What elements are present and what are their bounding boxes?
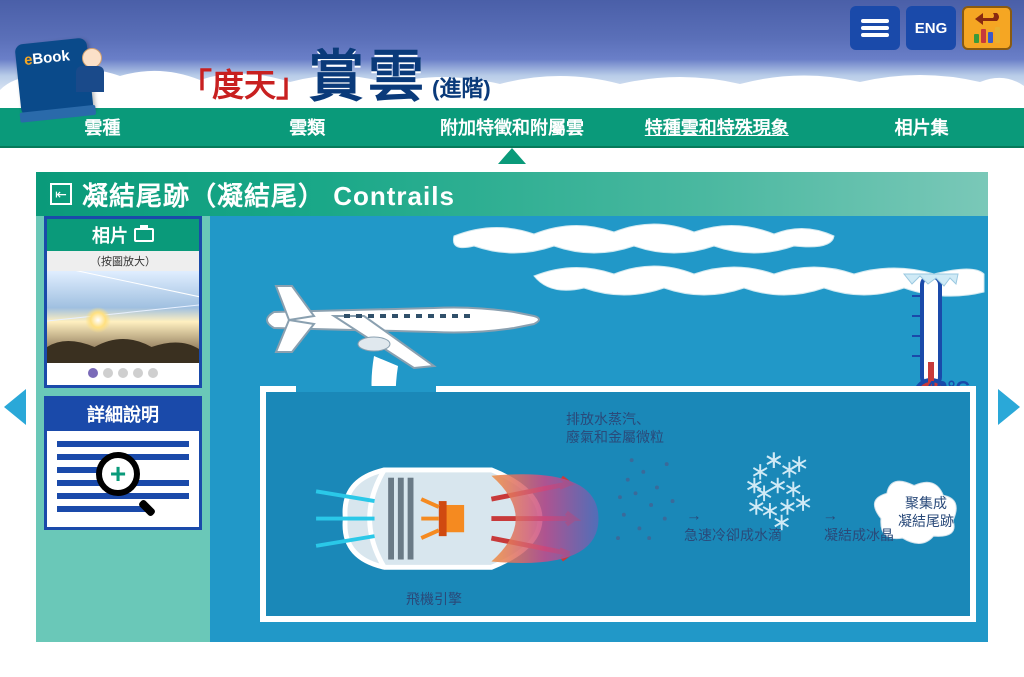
camera-icon bbox=[134, 228, 154, 242]
zoom-hint: （按圖放大） bbox=[47, 251, 199, 271]
detail-panel: 詳細說明 + bbox=[44, 396, 202, 530]
label-engine: 飛機引擎 bbox=[406, 590, 462, 608]
top-controls: ENG bbox=[850, 6, 1012, 50]
top-header: eBook 「 度天 」 賞雲 (進階) ENG bbox=[0, 0, 1024, 108]
detail-panel-header: 詳細說明 bbox=[47, 399, 199, 431]
engine-icon bbox=[316, 470, 598, 567]
dot-1[interactable] bbox=[103, 368, 113, 378]
stage-prev-button[interactable] bbox=[4, 389, 26, 425]
main-nav: 雲種 雲類 附加特徵和附屬雲 特種雲和特殊現象 相片集 bbox=[0, 108, 1024, 148]
nav-indicator bbox=[0, 148, 1024, 172]
svg-text:→: → bbox=[686, 508, 702, 525]
nav-item-1[interactable]: 雲類 bbox=[205, 108, 410, 146]
photo-panel-header: 相片 bbox=[47, 219, 199, 251]
content-stage: ⇤ 凝結尾跡（凝結尾） Contrails 相片 （按圖放大） bbox=[36, 172, 988, 642]
dot-4[interactable] bbox=[148, 368, 158, 378]
label-emission: 排放水蒸汽、 廢氣和金屬微粒 bbox=[566, 410, 664, 446]
droplets-icon bbox=[616, 458, 674, 540]
nav-item-4[interactable]: 相片集 bbox=[819, 108, 1024, 146]
label-freezing: 凝結成冰晶 bbox=[824, 526, 894, 544]
dot-2[interactable] bbox=[118, 368, 128, 378]
nav-item-2[interactable]: 附加特徵和附屬雲 bbox=[410, 108, 615, 146]
illustration-area: -40°C bbox=[210, 216, 988, 642]
home-button[interactable] bbox=[962, 6, 1012, 50]
process-frame: → → 排放水蒸汽、 廢氣和金屬微粒 飛機引擎 急速冷卻成水滴 凝結成冰晶 聚集… bbox=[260, 386, 976, 622]
ice-crystals-icon bbox=[748, 452, 810, 530]
label-cooling: 急速冷卻成水滴 bbox=[684, 526, 782, 544]
site-title: 「 度天 」 賞雲 (進階) bbox=[180, 32, 491, 113]
nav-item-3[interactable]: 特種雲和特殊現象 bbox=[614, 108, 819, 146]
logo-area: eBook 「 度天 」 賞雲 (進階) bbox=[18, 6, 491, 113]
dot-0[interactable] bbox=[88, 368, 98, 378]
menu-button[interactable] bbox=[850, 6, 900, 50]
photo-thumbnail[interactable] bbox=[47, 271, 199, 363]
stage-title: 凝結尾跡（凝結尾） Contrails bbox=[82, 176, 455, 213]
chart-bars-icon bbox=[974, 27, 1000, 43]
svg-text:→: → bbox=[823, 508, 839, 525]
detail-zoom-button[interactable]: + bbox=[47, 431, 199, 527]
label-gather: 聚集成 凝結尾跡 bbox=[898, 494, 954, 530]
stage-back-button[interactable]: ⇤ bbox=[50, 183, 72, 205]
sidebar: 相片 （按圖放大） bbox=[36, 216, 202, 642]
stage-next-button[interactable] bbox=[998, 389, 1020, 425]
stage-header: ⇤ 凝結尾跡（凝結尾） Contrails bbox=[36, 172, 988, 216]
mascot-avatar bbox=[76, 48, 114, 102]
language-toggle[interactable]: ENG bbox=[906, 6, 956, 50]
magnifier-icon: + bbox=[96, 452, 150, 506]
photo-panel: 相片 （按圖放大） bbox=[44, 216, 202, 388]
photo-pagination bbox=[47, 363, 199, 385]
hills-icon bbox=[47, 327, 199, 363]
return-arrow-icon bbox=[975, 13, 999, 25]
dot-3[interactable] bbox=[133, 368, 143, 378]
airplane-icon bbox=[267, 286, 539, 368]
